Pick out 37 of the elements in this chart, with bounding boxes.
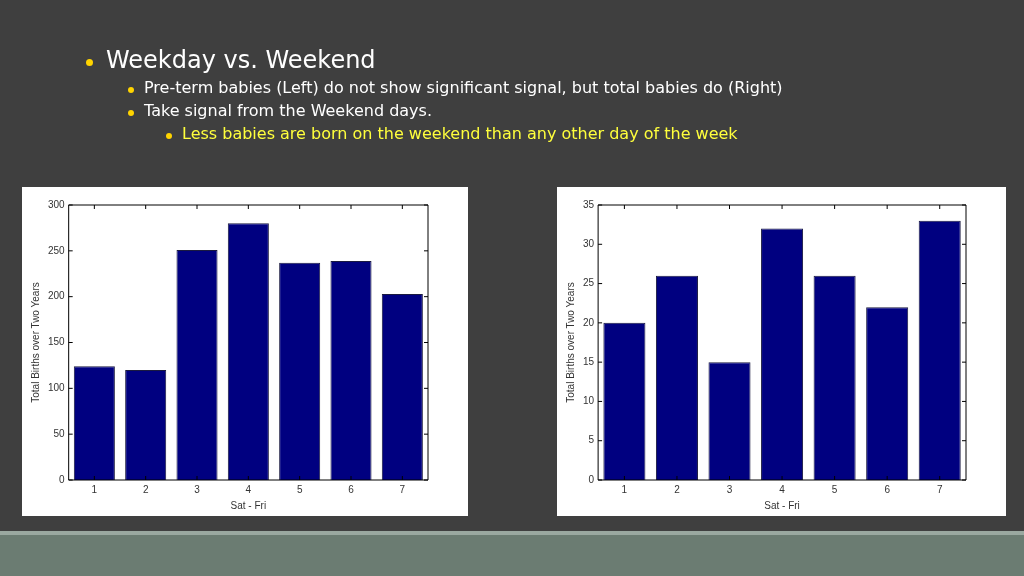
x-tick-label: 5 (831, 483, 838, 495)
y-tick-label: 35 (583, 198, 595, 210)
x-tick-label: 3 (726, 483, 733, 495)
text: Less babies are born on the weekend than any other day of the week (182, 124, 739, 143)
text: Pre-term babies (Left) do not show significant signal, but total babies do (Right) (144, 78, 783, 97)
y-axis-title: Total Births over Two Years (564, 282, 576, 403)
y-tick-label: 30 (583, 238, 595, 250)
y-tick-label: 250 (48, 244, 66, 256)
x-tick-label: 5 (296, 483, 303, 495)
y-tick-label: 200 (48, 290, 66, 302)
text: Take signal from the Weekend days. (144, 101, 433, 120)
x-axis-title: Sat - Fri (764, 499, 800, 511)
y-tick-label: 0 (588, 473, 595, 485)
x-tick-label: 2 (142, 483, 149, 495)
x-tick-label: 2 (674, 483, 681, 495)
x-tick-label: 4 (779, 483, 786, 495)
y-tick-label: 0 (59, 473, 66, 485)
y-tick-label: 5 (588, 434, 595, 446)
x-tick-label: 7 (399, 483, 406, 495)
y-tick-label: 300 (48, 198, 66, 210)
x-tick-label: 6 (884, 483, 891, 495)
y-tick-label: 25 (583, 277, 595, 289)
y-tick-label: 50 (53, 427, 66, 439)
x-tick-label: 4 (245, 483, 252, 495)
y-tick-label: 150 (48, 336, 66, 348)
y-tick-label: 10 (583, 395, 595, 407)
y-tick-label: 15 (583, 355, 595, 367)
x-axis-title: Sat - Fri (230, 499, 267, 511)
x-tick-label: 6 (348, 483, 355, 495)
y-axis-title: Total Births over Two Years (29, 282, 41, 403)
x-tick-label: 1 (621, 483, 628, 495)
text: Weekday vs. Weekend (106, 46, 377, 74)
x-tick-label: 1 (91, 483, 98, 495)
x-tick-label: 7 (936, 483, 943, 495)
y-tick-label: 20 (583, 316, 595, 328)
x-tick-label: 3 (194, 483, 201, 495)
y-tick-label: 100 (48, 382, 66, 394)
